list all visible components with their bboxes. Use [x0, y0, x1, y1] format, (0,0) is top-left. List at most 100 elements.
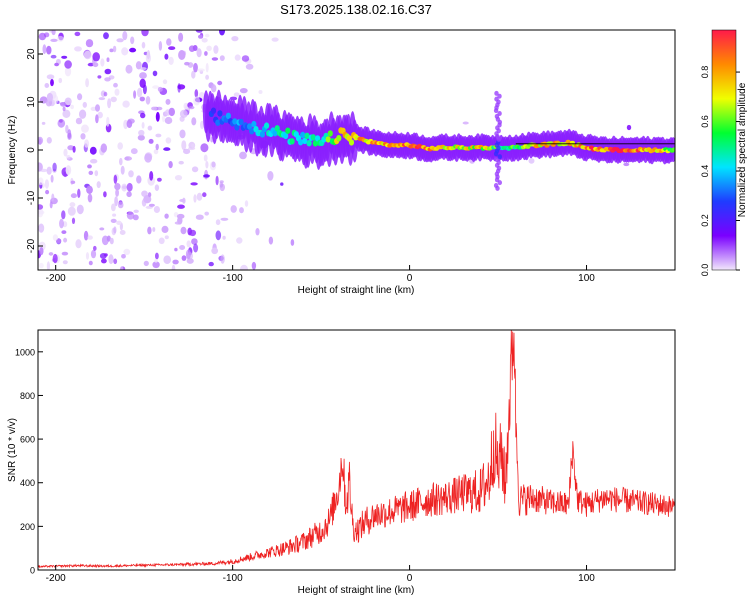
spectrogram-noise-blob: [46, 261, 50, 270]
x-tick-label: 0: [407, 573, 413, 584]
spectrogram-noise-blob: [139, 96, 145, 102]
spectrogram-noise-blob: [168, 107, 175, 117]
spectrogram-noise-blob: [128, 170, 134, 178]
spectrogram-noise-blob: [191, 70, 196, 79]
spectrogram-noise-blob: [74, 46, 82, 52]
spectrogram-noise-blob: [219, 30, 225, 36]
spectrogram-noise-blob: [44, 83, 50, 88]
spectrogram-noise-blob: [103, 191, 107, 198]
spectrogram-noise-blob: [626, 124, 632, 131]
spectrogram-noise-blob: [141, 30, 149, 37]
spectrogram-noise-blob: [82, 101, 88, 108]
spectrogram-noise-blob: [61, 55, 68, 59]
spectrogram-noise-blob: [126, 211, 135, 220]
spectrogram-noise-blob: [157, 86, 163, 92]
spectrogram-noise-blob: [113, 258, 118, 265]
spectrogram-noise-blob: [140, 67, 147, 71]
spectrogram-noise-blob: [200, 120, 205, 130]
spectrogram-noise-blob: [108, 254, 114, 265]
colorbar-tick-label: 0.2: [700, 214, 710, 227]
spectrogram-noise-blob: [88, 170, 94, 175]
spectrogram-noise-blob: [161, 225, 169, 233]
spectrogram-noise-blob: [92, 52, 100, 62]
spectrogram-noise-blob: [215, 219, 221, 226]
spectrogram-noise-blob: [92, 62, 99, 68]
spectrogram-streak: [494, 90, 499, 96]
spectrogram-ridge-point: [325, 136, 331, 143]
spectrogram-noise-blob: [204, 51, 208, 56]
spectrogram-noise-blob: [101, 258, 107, 264]
spectrogram-noise-blob: [145, 53, 151, 63]
spectrogram-noise-blob: [177, 204, 185, 209]
spectrogram-noise-blob: [38, 177, 44, 186]
spectrogram-noise-blob: [98, 97, 106, 101]
spectrogram-noise-blob: [65, 165, 72, 176]
spectrogram-noise-blob: [70, 180, 76, 184]
spectrogram-noise-blob: [116, 38, 124, 43]
spectrogram-noise-blob: [206, 45, 212, 51]
y-tick-label: 400: [20, 478, 35, 488]
spectrogram-noise-blob: [251, 261, 257, 270]
spectrogram-noise-blob: [114, 88, 120, 96]
spectrogram-noise-blob: [113, 226, 117, 234]
spectrogram-noise-blob: [106, 57, 110, 62]
spectrogram-noise-blob: [116, 220, 122, 225]
spectrogram-noise-blob: [133, 90, 137, 99]
spectrogram-noise-blob: [44, 179, 50, 189]
spectrogram-noise-blob: [97, 75, 102, 79]
spectrogram-noise-blob: [46, 137, 52, 144]
spectrogram-noise-blob: [59, 218, 64, 229]
spectrogram-streak: [497, 93, 502, 99]
spectrogram-noise-blob: [172, 259, 179, 265]
spectrogram-noise-blob: [122, 100, 130, 108]
spectrogram-noise-blob: [97, 111, 103, 119]
spectrogram-ridge-point: [232, 118, 238, 125]
x-tick-label: -200: [46, 273, 66, 284]
spectrogram-noise-blob: [176, 213, 185, 219]
spectrogram-ridge-point: [671, 147, 675, 152]
spectrogram-noise-blob: [178, 32, 184, 42]
spectrogram-noise-blob: [132, 214, 139, 221]
spectrogram-noise-blob: [168, 46, 176, 50]
spectrogram-noise-blob: [165, 98, 171, 105]
spectrogram-noise-blob: [211, 247, 219, 255]
spectrogram-noise-blob: [133, 209, 139, 213]
spectrogram-noise-blob: [109, 237, 114, 245]
spectrogram-noise-blob: [139, 72, 147, 79]
snr-series-line: [38, 330, 675, 569]
spectrogram-noise-blob: [110, 96, 117, 103]
spectrogram-ridge-point: [259, 131, 265, 138]
spectrogram-noise-blob: [258, 90, 263, 94]
spectrogram-noise-blob: [202, 192, 207, 198]
spectrogram-noise-blob: [200, 143, 209, 153]
spectrogram-noise-blob: [181, 140, 187, 151]
spectrogram-noise-blob: [95, 114, 99, 124]
x-tick-label: 100: [578, 273, 595, 284]
spectrogram-noise-blob: [179, 109, 188, 118]
spectrogram-ridge-point: [215, 119, 221, 126]
spectrogram-noise-blob: [163, 147, 171, 151]
spectrogram-ridge-point: [285, 127, 291, 134]
spectrogram-noise-blob: [193, 194, 197, 203]
spectrogram-noise-blob: [75, 117, 83, 125]
spectrogram-noise-blob: [219, 55, 225, 61]
spectrogram-noise-blob: [61, 210, 66, 220]
spectrogram-noise-blob: [99, 227, 105, 231]
colorbar-ticks: 0.0 0.2 0.4 0.6 0.8: [700, 66, 740, 276]
spectrogram-noise-blob: [141, 41, 146, 49]
spectrogram-noise-blob: [139, 78, 146, 89]
spectrogram-noise-blob: [203, 174, 210, 178]
spectrogram-noise-blob: [239, 207, 244, 214]
spectrogram-noise-blob: [41, 121, 46, 125]
spectrogram-noise-blob: [208, 261, 214, 267]
spectrogram-noise-blob: [63, 148, 68, 157]
snr-y-axis: 0 200 400 600 800 1000: [15, 347, 43, 576]
spectrogram-noise-blob: [155, 133, 162, 138]
spectrogram-noise-blob: [193, 96, 201, 106]
spectrogram-ridge-point: [300, 131, 306, 139]
spectrogram-ridge-point: [234, 124, 240, 131]
spectrogram-x-label: Height of straight line (km): [298, 285, 415, 296]
spectrogram-streak: [494, 96, 499, 102]
spectrogram-noise-blob: [119, 230, 126, 235]
spectrogram-noise-blob: [191, 117, 197, 126]
